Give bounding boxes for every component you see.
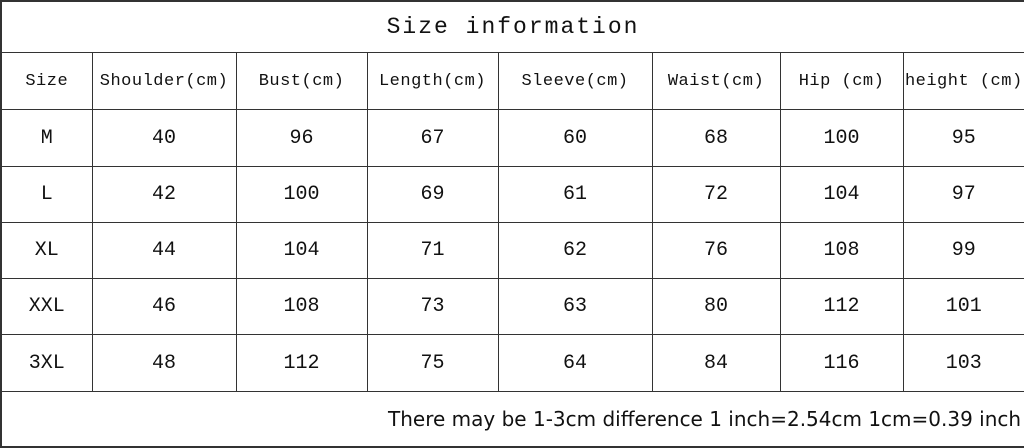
- bust-cell: 108: [235, 278, 368, 336]
- bust-cell: 96: [235, 109, 368, 167]
- footer-row: There may be 1-3cm difference 1 inch=2.5…: [0, 390, 1024, 448]
- sleeve-cell: 63: [497, 278, 653, 336]
- sleeve-cell: 61: [497, 165, 653, 223]
- hip-cell: 108: [779, 221, 904, 280]
- length-cell: 71: [366, 221, 499, 280]
- shoulder-cell: 42: [91, 165, 237, 223]
- size-label-cell: M: [0, 109, 93, 167]
- size-label-cell: XL: [0, 221, 93, 280]
- column-header-length: Length(cm): [366, 52, 499, 111]
- column-header-height: height (cm): [902, 52, 1024, 111]
- length-cell: 75: [366, 334, 499, 392]
- column-header-shoulder: Shoulder(cm): [91, 52, 237, 111]
- column-header-hip: Hip (cm): [779, 52, 904, 111]
- hip-cell: 112: [779, 278, 904, 336]
- hip-cell: 100: [779, 109, 904, 167]
- length-cell: 67: [366, 109, 499, 167]
- waist-cell: 80: [651, 278, 781, 336]
- bust-cell: 112: [235, 334, 368, 392]
- table-row-l: L 42 100 69 61 72 104 97: [0, 165, 1024, 223]
- shoulder-cell: 48: [91, 334, 237, 392]
- length-cell: 69: [366, 165, 499, 223]
- waist-cell: 68: [651, 109, 781, 167]
- waist-cell: 84: [651, 334, 781, 392]
- waist-cell: 76: [651, 221, 781, 280]
- bust-cell: 100: [235, 165, 368, 223]
- size-label-cell: L: [0, 165, 93, 223]
- height-cell: 101: [902, 278, 1024, 336]
- sleeve-cell: 62: [497, 221, 653, 280]
- column-header-size: Size: [0, 52, 93, 111]
- length-cell: 73: [366, 278, 499, 336]
- column-header-sleeve: Sleeve(cm): [497, 52, 653, 111]
- table-row-xl: XL 44 104 71 62 76 108 99: [0, 221, 1024, 280]
- title-row: Size information: [0, 0, 1024, 54]
- height-cell: 97: [902, 165, 1024, 223]
- shoulder-cell: 40: [91, 109, 237, 167]
- waist-cell: 72: [651, 165, 781, 223]
- table-row-3xl: 3XL 48 112 75 64 84 116 103: [0, 334, 1024, 392]
- sleeve-cell: 64: [497, 334, 653, 392]
- bust-cell: 104: [235, 221, 368, 280]
- table-row-m: M 40 96 67 60 68 100 95: [0, 109, 1024, 167]
- height-cell: 103: [902, 334, 1024, 392]
- shoulder-cell: 46: [91, 278, 237, 336]
- column-header-bust: Bust(cm): [235, 52, 368, 111]
- height-cell: 99: [902, 221, 1024, 280]
- hip-cell: 104: [779, 165, 904, 223]
- sleeve-cell: 60: [497, 109, 653, 167]
- hip-cell: 116: [779, 334, 904, 392]
- column-header-waist: Waist(cm): [651, 52, 781, 111]
- page-title: Size information: [0, 0, 1024, 54]
- size-label-cell: XXL: [0, 278, 93, 336]
- footer-note: There may be 1-3cm difference 1 inch=2.5…: [0, 390, 1024, 448]
- size-label-cell: 3XL: [0, 334, 93, 392]
- height-cell: 95: [902, 109, 1024, 167]
- header-row: Size Shoulder(cm) Bust(cm) Length(cm) Sl…: [0, 52, 1024, 111]
- table-row-xxl: XXL 46 108 73 63 80 112 101: [0, 278, 1024, 336]
- shoulder-cell: 44: [91, 221, 237, 280]
